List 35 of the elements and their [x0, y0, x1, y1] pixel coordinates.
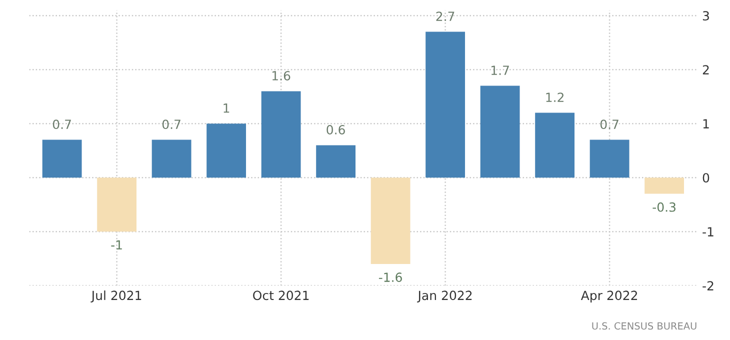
y-tick-label: 3	[702, 11, 709, 21]
y-tick-label: 1	[703, 119, 709, 128]
y-tick-label: 2	[702, 65, 709, 74]
data-label: -1	[111, 240, 122, 250]
bar	[590, 140, 630, 178]
data-label: -1.6	[378, 272, 402, 282]
bar	[316, 145, 356, 178]
bar	[535, 112, 575, 178]
y-tick-label: -2	[702, 281, 714, 290]
bar	[370, 178, 410, 264]
text: U.S. CENSUS BUREAU	[592, 322, 696, 330]
data-label: 0.6	[326, 124, 345, 134]
x-tick-label: Oct 2021	[253, 290, 309, 300]
x-tick-label: Jul 2021	[90, 290, 142, 302]
bar	[426, 32, 466, 178]
bar	[644, 178, 684, 194]
data-label: 1	[224, 104, 230, 113]
data-label: 2.7	[436, 12, 454, 21]
bar	[480, 86, 520, 178]
bar	[152, 140, 192, 178]
data-label: 0.7	[162, 120, 180, 130]
data-label: 1.7	[491, 66, 509, 75]
data-label: 1.2	[546, 92, 564, 102]
data-label: 0.7	[52, 120, 71, 130]
x-tick-label: Apr 2022	[580, 290, 638, 303]
bar	[97, 178, 137, 232]
x-tick-label: Jan 2022	[417, 290, 472, 302]
y-tick-label: -1	[702, 227, 714, 236]
bar	[42, 140, 82, 178]
data-label: -0.3	[652, 202, 676, 212]
data-label: 1.6	[272, 70, 290, 80]
data-label: 0.7	[600, 120, 618, 130]
bar	[261, 91, 301, 178]
bar	[206, 124, 246, 178]
y-tick-label: 0	[702, 173, 710, 183]
